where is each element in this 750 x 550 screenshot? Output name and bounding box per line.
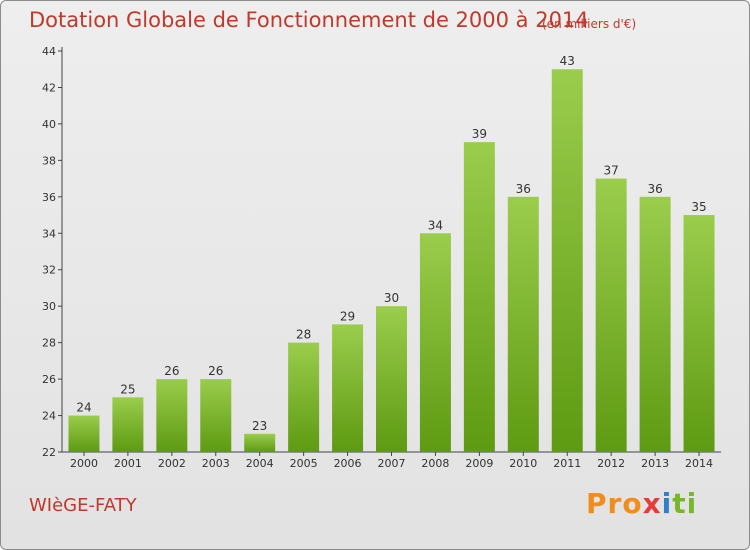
data-label-2006: 29 (340, 309, 355, 323)
y-tick-label: 40 (42, 118, 56, 131)
y-tick-label: 32 (42, 264, 56, 277)
bar-2004 (244, 433, 276, 452)
data-label-2001: 25 (120, 382, 135, 396)
data-label-2005: 28 (296, 328, 311, 342)
chart-subtitle: (en milliers d'€) (542, 17, 637, 31)
x-tick-label-2006: 2006 (334, 457, 362, 470)
proxiti-logo: Proxiti (586, 487, 697, 520)
x-tick-label-2005: 2005 (290, 457, 318, 470)
x-tick-label-2004: 2004 (246, 457, 274, 470)
bars: 24 25 26 26 23 28 29 30 34 39 36 43 37 36 35 (68, 54, 715, 453)
data-label-2010: 36 (516, 182, 531, 196)
bar-2014 (683, 215, 715, 452)
data-label-2002: 26 (164, 364, 179, 378)
logo-part-ti: ti (672, 487, 698, 520)
y-tick-label: 22 (42, 446, 56, 459)
x-tick-label-2014: 2014 (685, 457, 713, 470)
x-tick-label-2012: 2012 (597, 457, 625, 470)
bar-2003 (200, 379, 232, 452)
x-tick-label-2008: 2008 (421, 457, 449, 470)
y-tick-label: 30 (42, 300, 56, 313)
data-label-2014: 35 (691, 200, 706, 214)
x-tick-label-2013: 2013 (641, 457, 669, 470)
bar-2001 (112, 397, 144, 452)
bar-2006 (332, 324, 364, 452)
logo-part-i: i (661, 487, 673, 520)
x-tick-label-2002: 2002 (158, 457, 186, 470)
chart-title: Dotation Globale de Fonctionnement de 20… (29, 8, 589, 32)
y-tick-label: 42 (42, 81, 56, 94)
y-tick-label: 26 (42, 373, 56, 386)
data-label-2009: 39 (472, 127, 487, 141)
bar-2012 (595, 178, 627, 452)
x-tick-label-2010: 2010 (509, 457, 537, 470)
data-label-2008: 34 (428, 218, 443, 232)
bar-2002 (156, 379, 188, 452)
x-tick-label-2007: 2007 (378, 457, 406, 470)
bar-2013 (639, 196, 671, 452)
logo-part-pro: Pro (586, 487, 643, 520)
data-label-2000: 24 (76, 401, 91, 415)
axes: 22 24 26 28 30 32 34 36 38 40 42 44 2000 2001 2002 2003… (42, 45, 721, 470)
data-label-2011: 43 (560, 54, 575, 68)
bar-2005 (288, 342, 320, 452)
x-tick-label-2000: 2000 (70, 457, 98, 470)
y-tick-label: 38 (42, 154, 56, 167)
data-label-2004: 23 (252, 419, 267, 433)
x-tick-label-2011: 2011 (553, 457, 581, 470)
bar-2000 (68, 415, 100, 452)
logo-part-x: x (642, 487, 662, 520)
bar-2011 (551, 69, 583, 453)
commune-name: WIèGE-FATY (29, 495, 137, 516)
data-label-2012: 37 (604, 164, 619, 178)
y-tick-label: 44 (42, 45, 56, 58)
data-label-2007: 30 (384, 291, 399, 305)
y-tick-label: 24 (42, 410, 56, 423)
y-tick-label: 28 (42, 337, 56, 350)
bar-2007 (376, 306, 407, 452)
y-tick-label: 36 (42, 191, 56, 204)
y-tick-label: 34 (42, 227, 56, 240)
x-tick-label-2009: 2009 (465, 457, 493, 470)
x-tick-label-2003: 2003 (202, 457, 230, 470)
data-label-2013: 36 (647, 182, 662, 196)
bar-2009 (463, 142, 495, 453)
bar-2008 (419, 233, 451, 452)
data-label-2003: 26 (208, 364, 223, 378)
x-tick-label-2001: 2001 (114, 457, 142, 470)
bar-2010 (507, 196, 539, 452)
